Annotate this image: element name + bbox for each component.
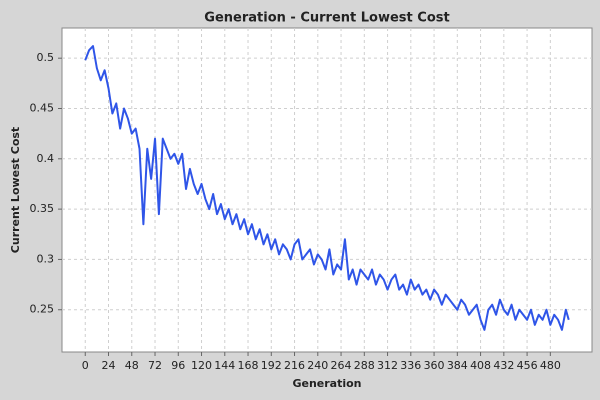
x-tick-label: 0 [82, 359, 89, 372]
x-tick-label: 168 [238, 359, 259, 372]
x-tick-label: 312 [377, 359, 398, 372]
x-tick-label: 240 [307, 359, 328, 372]
y-tick-label: 0.3 [37, 252, 55, 265]
x-tick-label: 480 [540, 359, 561, 372]
x-axis-label: Generation [292, 377, 361, 390]
y-tick-label: 0.25 [30, 303, 55, 316]
x-tick-label: 384 [447, 359, 468, 372]
x-tick-label: 264 [331, 359, 352, 372]
x-tick-label: 408 [470, 359, 491, 372]
x-tick-label: 216 [284, 359, 305, 372]
y-tick-label: 0.45 [30, 101, 55, 114]
line-series [84, 45, 570, 331]
x-tick-label: 288 [354, 359, 375, 372]
x-tick-label: 360 [424, 359, 445, 372]
x-tick-label: 96 [171, 359, 185, 372]
x-tick-label: 24 [102, 359, 116, 372]
x-tick-label: 432 [493, 359, 514, 372]
x-tick-label: 120 [191, 359, 212, 372]
x-tick-label: 456 [517, 359, 538, 372]
x-tick-label: 48 [125, 359, 139, 372]
y-tick-label: 0.5 [37, 51, 55, 64]
y-tick-label: 0.35 [30, 202, 55, 215]
y-tick-label: 0.4 [37, 152, 55, 165]
x-tick-label: 144 [214, 359, 235, 372]
chart-title: Generation - Current Lowest Cost [204, 11, 449, 26]
y-axis-label: Current Lowest Cost [9, 127, 22, 253]
x-tick-label: 192 [261, 359, 282, 372]
x-tick-label: 336 [400, 359, 421, 372]
x-tick-label: 72 [148, 359, 162, 372]
